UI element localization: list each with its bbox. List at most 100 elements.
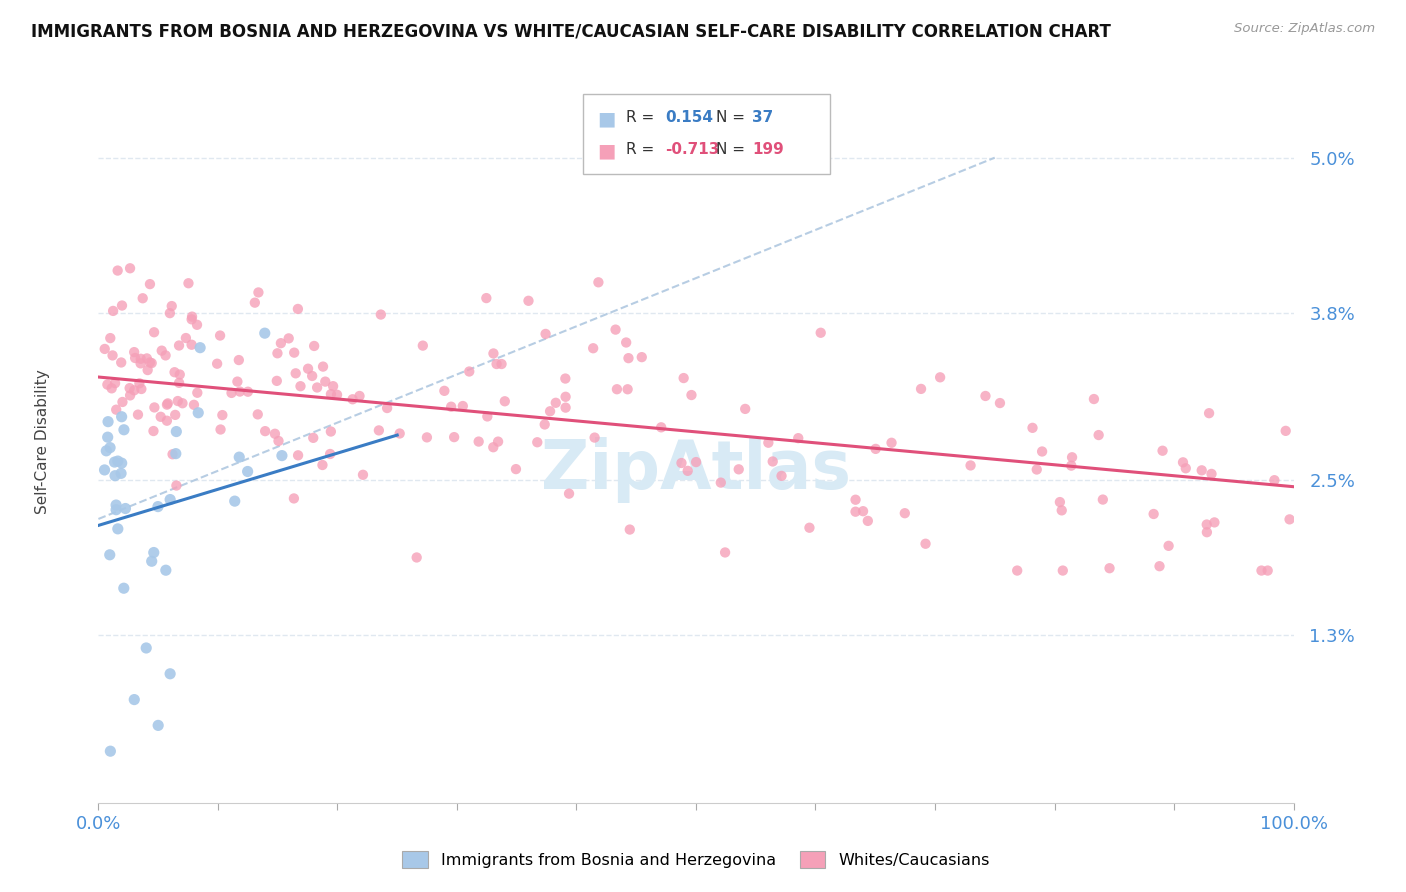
- Point: [228, 450, 250, 464]
- Point: [458, 364, 481, 378]
- Point: [136, 363, 159, 377]
- Point: [349, 389, 371, 403]
- Point: [1204, 516, 1226, 530]
- Point: [155, 348, 177, 362]
- Point: [367, 424, 389, 438]
- Point: [302, 431, 325, 445]
- Text: R =: R =: [626, 142, 659, 157]
- Point: [131, 291, 153, 305]
- Point: [111, 299, 134, 313]
- Point: [221, 386, 243, 401]
- Point: [762, 454, 785, 468]
- Point: [114, 501, 136, 516]
- Point: [307, 380, 329, 394]
- Point: [672, 371, 695, 385]
- Point: [988, 396, 1011, 410]
- Point: [1049, 495, 1071, 509]
- Point: [148, 718, 170, 732]
- Point: [156, 414, 179, 428]
- Point: [180, 312, 202, 326]
- Point: [112, 581, 135, 595]
- Point: [124, 692, 146, 706]
- Point: [388, 426, 411, 441]
- Point: [228, 353, 250, 368]
- Point: [482, 440, 505, 454]
- Point: [205, 357, 228, 371]
- Point: [187, 406, 209, 420]
- Point: [139, 277, 162, 292]
- Point: [534, 326, 557, 341]
- Point: [110, 355, 132, 369]
- Point: [135, 640, 157, 655]
- Point: [254, 424, 277, 438]
- Point: [787, 431, 810, 445]
- Legend: Immigrants from Bosnia and Herzegovina, Whites/Caucasians: Immigrants from Bosnia and Herzegovina, …: [396, 845, 995, 874]
- Point: [211, 408, 233, 422]
- Point: [959, 458, 981, 473]
- Point: [155, 563, 177, 577]
- Point: [451, 399, 474, 413]
- Point: [246, 408, 269, 422]
- Point: [616, 382, 638, 396]
- Point: [98, 331, 121, 345]
- Point: [266, 374, 288, 388]
- Point: [107, 454, 129, 468]
- Point: [443, 430, 465, 444]
- Point: [1191, 463, 1213, 477]
- Point: [583, 431, 606, 445]
- Point: [1152, 443, 1174, 458]
- Point: [287, 301, 309, 316]
- Point: [606, 382, 628, 396]
- Point: [856, 514, 879, 528]
- Point: [554, 371, 576, 385]
- Point: [770, 469, 793, 483]
- Point: [342, 392, 364, 407]
- Point: [186, 385, 208, 400]
- Point: [582, 341, 605, 355]
- Point: [1157, 539, 1180, 553]
- Point: [894, 506, 917, 520]
- Point: [319, 425, 342, 439]
- Point: [416, 430, 439, 444]
- Point: [630, 350, 652, 364]
- Point: [271, 449, 294, 463]
- Point: [93, 463, 115, 477]
- Point: [440, 400, 463, 414]
- Point: [544, 396, 567, 410]
- Point: [1005, 564, 1028, 578]
- Text: 199: 199: [752, 142, 785, 157]
- Point: [186, 318, 208, 332]
- Point: [284, 367, 307, 381]
- Point: [491, 357, 513, 371]
- Point: [98, 548, 121, 562]
- Text: Source: ZipAtlas.com: Source: ZipAtlas.com: [1234, 22, 1375, 36]
- Point: [1171, 455, 1194, 469]
- Point: [183, 398, 205, 412]
- Point: [247, 285, 270, 300]
- Point: [326, 388, 349, 402]
- Point: [319, 447, 342, 461]
- Point: [107, 263, 129, 277]
- Point: [160, 299, 183, 313]
- Point: [810, 326, 832, 340]
- Point: [290, 379, 312, 393]
- Point: [224, 494, 246, 508]
- Point: [105, 502, 128, 516]
- Point: [1052, 564, 1074, 578]
- Point: [710, 475, 733, 490]
- Point: [166, 394, 188, 409]
- Text: N =: N =: [716, 110, 749, 125]
- Point: [617, 351, 640, 366]
- Point: [236, 384, 259, 399]
- Point: [120, 261, 142, 276]
- Point: [97, 430, 120, 444]
- Point: [1257, 564, 1279, 578]
- Point: [159, 306, 181, 320]
- Point: [844, 505, 866, 519]
- Point: [100, 381, 122, 395]
- Point: [165, 478, 187, 492]
- Point: [756, 435, 779, 450]
- Point: [650, 420, 672, 434]
- Point: [156, 396, 179, 410]
- Point: [165, 447, 187, 461]
